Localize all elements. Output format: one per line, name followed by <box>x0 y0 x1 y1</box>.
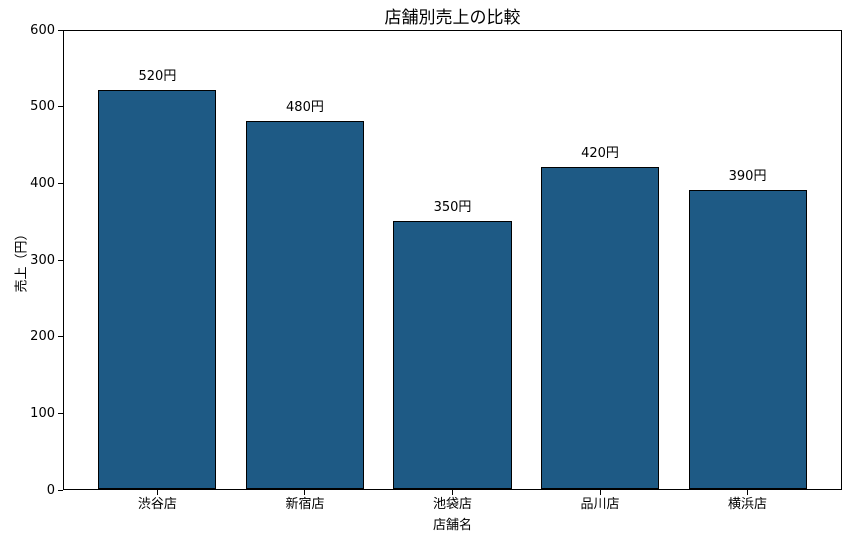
y-tick-label: 600 <box>30 22 55 38</box>
y-tick-mark <box>58 182 63 184</box>
x-tick-label: 横浜店 <box>728 497 768 512</box>
x-axis-label: 店舗名 <box>432 518 472 533</box>
y-tick-label: 400 <box>30 175 55 191</box>
bar-1 <box>98 90 217 489</box>
y-tick-mark <box>58 489 63 491</box>
chart-title: 店舗別売上の比較 <box>384 8 521 28</box>
bar-value-label: 480円 <box>286 100 324 115</box>
x-tick-label: 池袋店 <box>432 497 472 512</box>
bar-value-label: 390円 <box>728 169 767 184</box>
bar-5 <box>688 190 807 489</box>
x-tick-mark <box>452 490 453 495</box>
bar-4 <box>541 167 660 489</box>
bar-3 <box>393 220 512 489</box>
y-tick-mark <box>58 106 63 108</box>
plot-area <box>63 30 842 490</box>
y-tick-mark <box>58 29 63 31</box>
x-tick-mark <box>599 490 601 495</box>
y-tick-label: 200 <box>30 329 55 345</box>
x-tick-mark <box>304 490 306 495</box>
bar-value-label: 350円 <box>433 199 472 215</box>
y-tick-mark <box>58 336 63 338</box>
bar-2 <box>245 121 364 489</box>
x-tick-mark <box>156 490 158 495</box>
y-tick-label: 500 <box>30 99 55 115</box>
y-tick-label: 300 <box>30 252 55 268</box>
x-tick-label: 品川店 <box>580 497 620 512</box>
y-tick-mark <box>58 412 63 414</box>
x-tick-label: 渋谷店 <box>137 497 177 512</box>
y-tick-label: 0 <box>46 482 55 498</box>
y-tick-mark <box>58 259 63 261</box>
y-tick-label: 100 <box>30 405 55 421</box>
x-tick-label: 新宿店 <box>285 497 325 512</box>
x-tick-mark <box>747 490 749 495</box>
bar-value-label: 520円 <box>138 69 177 85</box>
bar-value-label: 420円 <box>581 146 619 161</box>
